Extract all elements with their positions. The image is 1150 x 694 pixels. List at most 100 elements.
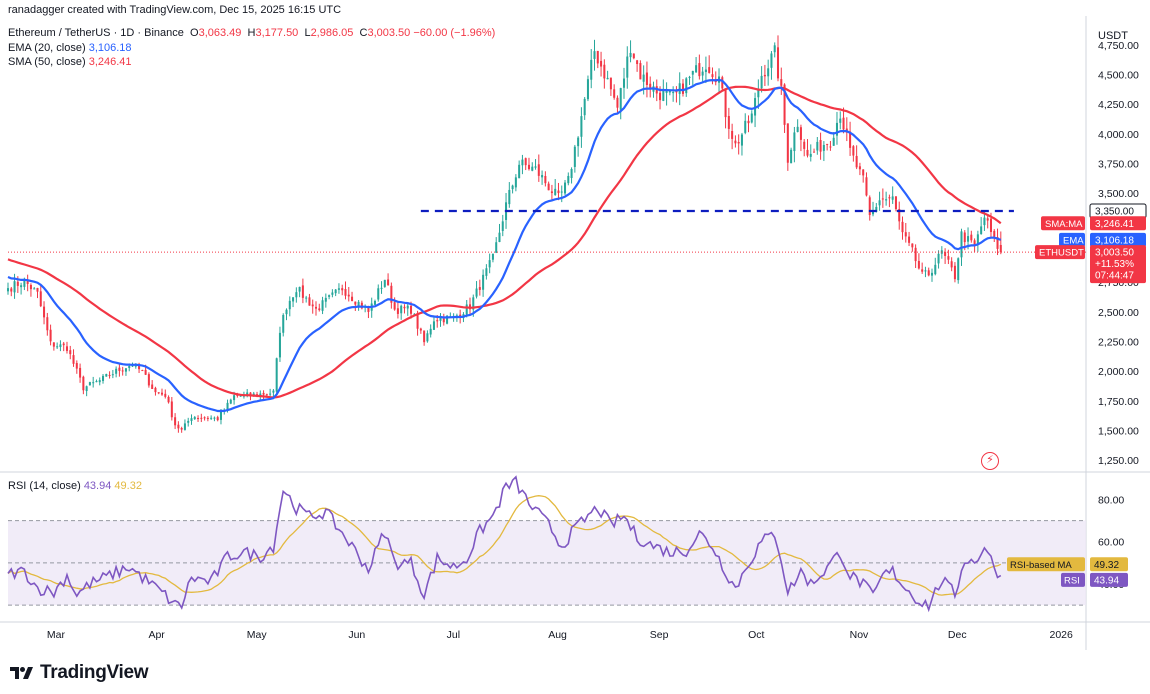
- candle-up: [875, 206, 878, 212]
- rsi-legend[interactable]: RSI (14, close) 43.94 49.32: [8, 480, 142, 492]
- candle-down: [911, 243, 914, 248]
- tradingview-logo-icon: [10, 667, 33, 679]
- ohlc-close: C3,003.50: [359, 27, 411, 39]
- candle-up: [190, 418, 193, 421]
- candle-down: [200, 417, 203, 419]
- candle-down: [888, 197, 891, 199]
- candle-up: [229, 399, 232, 404]
- candle-down: [141, 370, 144, 372]
- sma-legend-value: 3,246.41: [88, 56, 132, 68]
- lightning-icon[interactable]: ⚡: [981, 452, 999, 470]
- candle-up: [488, 260, 491, 268]
- candle-up: [816, 141, 819, 151]
- sma-price-tag-text: 3,246.41: [1095, 219, 1134, 230]
- candle-down: [69, 350, 72, 355]
- last-tag-label-text: ETHUSDT: [1039, 248, 1084, 259]
- candle-down: [989, 218, 992, 233]
- brand-name: TradingView: [40, 662, 149, 683]
- candle-up: [426, 333, 429, 342]
- candle-up: [960, 231, 963, 258]
- price-tick-label: 2,000.00: [1098, 366, 1139, 378]
- candle-up: [269, 393, 272, 395]
- brand-footer[interactable]: TradingView: [10, 662, 149, 684]
- candle-down: [318, 308, 321, 311]
- candle-up: [835, 122, 838, 136]
- candle-up: [331, 292, 334, 295]
- candle-down: [177, 424, 180, 429]
- candle-up: [567, 175, 570, 184]
- last-price-tag: [1090, 245, 1146, 284]
- candle-down: [308, 297, 311, 306]
- time-tick-label: Oct: [748, 629, 764, 641]
- price-tick-label: 3,500.00: [1098, 188, 1139, 200]
- candle-down: [927, 270, 930, 276]
- candle-down: [914, 247, 917, 262]
- candle-up: [295, 292, 298, 298]
- rsi-legend-label: RSI (14, close): [8, 480, 81, 492]
- candle-down: [708, 67, 711, 73]
- price-tick-label: 4,500.00: [1098, 70, 1139, 82]
- chart-canvas[interactable]: 4,750.00 4,500.00 4,250.00 4,000.00 3,750.00…: [0, 0, 1150, 660]
- candle-up: [930, 272, 934, 276]
- symbol-name: Ethereum / TetherUS · 1D · Binance: [8, 27, 184, 39]
- candle-down: [46, 317, 49, 331]
- candle-up: [128, 365, 131, 369]
- candle-up: [580, 116, 583, 137]
- time-tick-label: Mar: [47, 629, 66, 641]
- candle-down: [537, 164, 540, 176]
- candle-up: [285, 309, 288, 315]
- candle-up: [521, 159, 524, 166]
- candle-down: [527, 164, 530, 170]
- candle-down: [167, 396, 170, 403]
- price-tick-label: 1,250.00: [1098, 455, 1139, 467]
- candle-up: [111, 374, 114, 376]
- candle-up: [95, 381, 98, 383]
- candle-down: [986, 218, 989, 221]
- price-unit-label: USDT: [1098, 30, 1128, 42]
- candle-down: [786, 123, 789, 163]
- candle-down: [262, 392, 265, 395]
- sma-legend[interactable]: SMA (50, close) 3,246.41: [8, 56, 132, 68]
- candle-down: [813, 151, 816, 153]
- candle-down: [649, 83, 652, 90]
- sma-tag-label: [1041, 216, 1085, 231]
- last-price-tag-text: +11.53%: [1095, 259, 1134, 270]
- candle-down: [157, 392, 160, 394]
- candle-up: [560, 191, 563, 193]
- candle-up: [695, 65, 698, 73]
- candle-up: [564, 182, 567, 194]
- candle-down: [921, 269, 924, 272]
- candle-down: [996, 236, 999, 249]
- candle-down: [419, 328, 422, 331]
- candle-up: [115, 368, 118, 374]
- candle-down: [151, 384, 154, 389]
- candle-down: [881, 198, 884, 200]
- candle-up: [105, 374, 108, 377]
- candle-up: [187, 420, 190, 423]
- ema-legend-value: 3,106.18: [88, 42, 132, 54]
- candle-down: [803, 141, 806, 149]
- rsi-ma-legend-value: 49.32: [114, 480, 142, 492]
- candle-down: [49, 329, 52, 342]
- candle-up: [282, 314, 285, 333]
- candle-up: [822, 144, 825, 151]
- ema-legend-label: EMA (20, close): [8, 42, 86, 54]
- candle-up: [937, 253, 940, 264]
- ema-legend[interactable]: EMA (20, close) 3,106.18: [8, 42, 132, 54]
- candle-down: [347, 294, 350, 297]
- candle-down: [72, 355, 75, 364]
- candle-down: [423, 330, 426, 343]
- candle-up: [439, 318, 442, 321]
- candle-down: [829, 146, 832, 148]
- candle-up: [573, 146, 576, 167]
- candle-up: [124, 368, 127, 372]
- candle-down: [43, 306, 46, 318]
- candle-down: [609, 77, 612, 90]
- candle-down: [442, 318, 445, 323]
- candle-up: [691, 70, 694, 75]
- sma-tag-label-text: SMA:MA: [1045, 219, 1083, 230]
- candle-down: [62, 343, 65, 346]
- candle-up: [511, 185, 514, 190]
- candle-up: [495, 242, 498, 253]
- candle-up: [357, 301, 360, 306]
